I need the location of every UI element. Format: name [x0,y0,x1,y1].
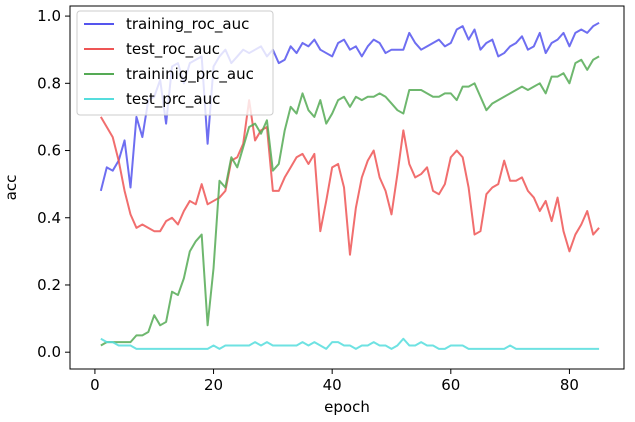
x-tick-label: 60 [441,376,460,394]
legend-label-traininig_prc_auc: traininig_prc_auc [126,65,254,84]
legend-box [76,10,274,116]
x-tick-label: 80 [560,376,579,394]
legend-label-training_roc_auc: training_roc_auc [126,15,249,34]
plot-frame [69,5,625,370]
legend-label-test_prc_auc: test_prc_auc [126,90,220,109]
series-line-test_roc_auc [99,99,600,256]
x-axis: 0 20 40 60 80 [90,369,579,394]
y-axis-label: acc [2,175,20,201]
y-axis: 0.0 0.2 0.4 0.6 0.8 1.0 [37,7,70,361]
y-tick-label: 0.4 [37,209,61,227]
y-tick-label: 1.0 [37,7,61,25]
series-line-traininig_prc_auc [100,55,600,347]
y-tick-label: 0.2 [37,276,61,294]
x-axis-label: epoch [324,398,370,416]
x-tick-label: 20 [204,376,223,394]
x-tick-label: 0 [90,376,100,394]
y-tick-label: 0.8 [37,74,61,92]
legend: training_roc_auc test_roc_auc traininig_pr… [76,10,274,116]
y-tick-label: 0.0 [37,343,61,361]
x-tick-label: 40 [323,376,342,394]
series-line-test_prc_auc [100,337,600,350]
legend-label-test_roc_auc: test_roc_auc [126,40,220,59]
y-tick-label: 0.6 [37,142,61,160]
